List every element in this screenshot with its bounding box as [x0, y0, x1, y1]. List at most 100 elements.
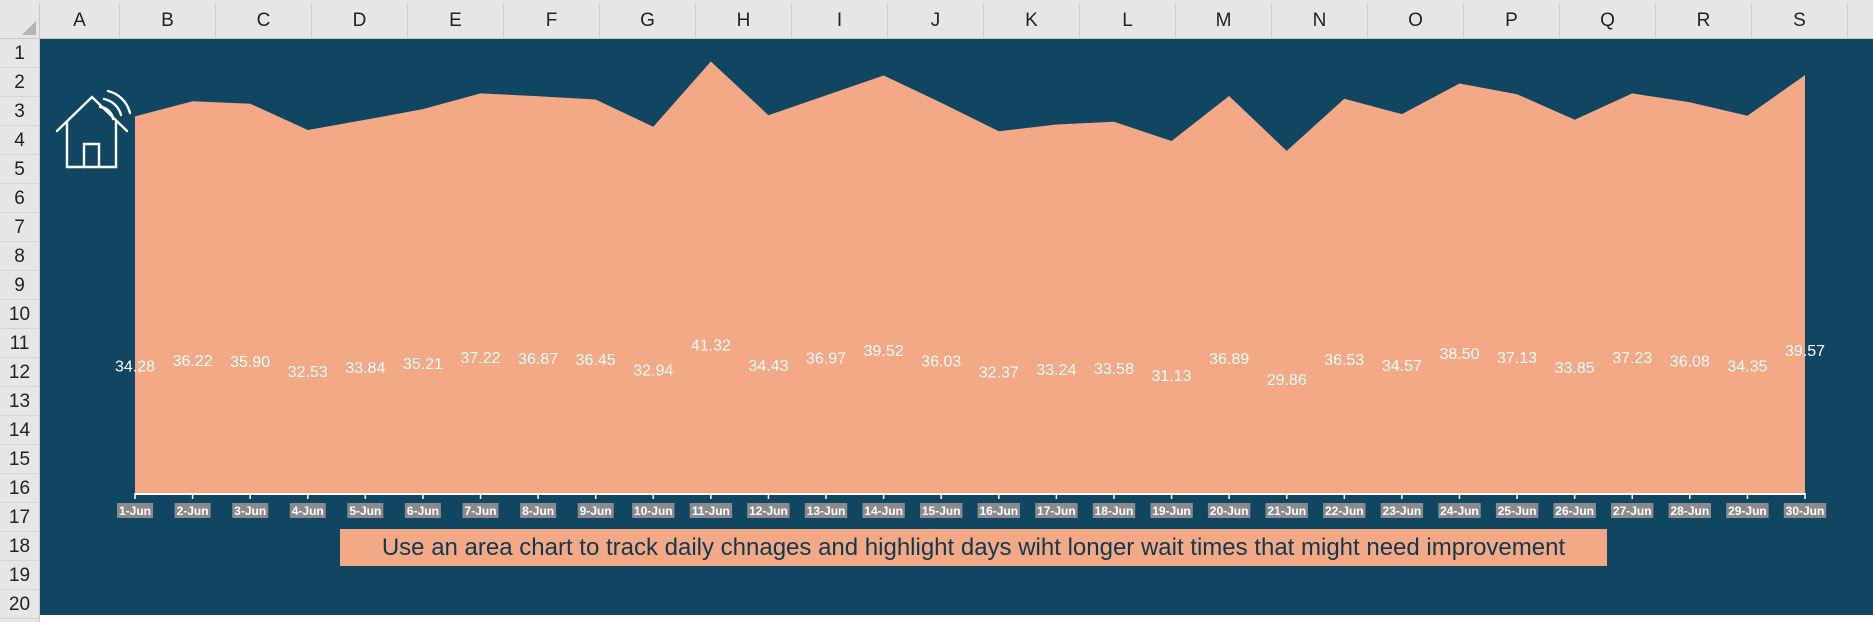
row-header-4[interactable]: 4	[0, 126, 39, 155]
row-header-6[interactable]: 6	[0, 184, 39, 213]
data-label: 32.37	[979, 364, 1019, 381]
x-tick-label-text: 10-Jun	[634, 504, 673, 518]
x-tick-label-text: 17-Jun	[1037, 504, 1076, 518]
column-header-q[interactable]: Q	[1560, 3, 1656, 38]
chart-caption: Use an area chart to track daily chnages…	[340, 529, 1607, 566]
data-label: 31.13	[1152, 368, 1192, 385]
x-tick-label: 23-Jun	[1380, 503, 1424, 518]
column-header-o[interactable]: O	[1368, 3, 1464, 38]
data-label: 36.08	[1670, 353, 1710, 370]
column-header-r[interactable]: R	[1656, 3, 1752, 38]
x-tick-label-bg	[232, 503, 269, 518]
row-header-16[interactable]: 16	[0, 474, 39, 503]
x-tick-label: 15-Jun	[920, 503, 963, 518]
column-header-f[interactable]: F	[504, 3, 600, 38]
x-tick-label: 25-Jun	[1495, 503, 1539, 518]
x-tick-label-text: 26-Jun	[1555, 504, 1594, 518]
data-label: 36.03	[921, 353, 961, 370]
column-header-p[interactable]: P	[1464, 3, 1560, 38]
x-tick-label-text: 2-Jun	[177, 504, 209, 518]
x-tick-label-text: 9-Jun	[580, 504, 612, 518]
x-tick-label-text: 20-Jun	[1210, 504, 1249, 518]
x-tick-label: 17-Jun	[1035, 503, 1078, 518]
column-header-k[interactable]: K	[984, 3, 1080, 38]
data-label: 36.89	[1209, 351, 1249, 368]
row-header-7[interactable]: 7	[0, 213, 39, 242]
data-label: 29.86	[1267, 372, 1307, 389]
row-header-20[interactable]: 20	[0, 590, 39, 619]
row-header-13[interactable]: 13	[0, 387, 39, 416]
data-label: 37.22	[460, 350, 500, 367]
x-tick-label-bg	[1265, 503, 1308, 518]
x-tick-label-text: 13-Jun	[807, 504, 846, 518]
x-tick-label-bg	[747, 503, 790, 518]
x-tick-label: 30-Jun	[1783, 503, 1827, 518]
column-header-j[interactable]: J	[888, 3, 984, 38]
row-header-12[interactable]: 12	[0, 358, 39, 387]
wait-time-area-chart: 34.28 36.22 35.90 32.53 33.84 35.21 37.22 36.87…	[115, 61, 1827, 518]
data-label: 33.24	[1036, 362, 1076, 379]
x-tick-label-bg	[1611, 503, 1654, 518]
x-tick-label: 11-Jun	[689, 503, 733, 518]
data-label: 37.13	[1497, 350, 1537, 367]
row-header-2[interactable]: 2	[0, 68, 39, 97]
column-header-a[interactable]: A	[40, 3, 120, 38]
x-tick-label: 18-Jun	[1092, 503, 1136, 518]
x-tick-label: 22-Jun	[1323, 503, 1366, 518]
select-all-corner[interactable]	[0, 3, 40, 39]
x-tick-label: 16-Jun	[977, 503, 1020, 518]
column-header-e[interactable]: E	[408, 3, 504, 38]
x-tick-label-bg	[1438, 503, 1481, 518]
row-header-11[interactable]: 11	[0, 329, 39, 358]
row-header-18[interactable]: 18	[0, 532, 39, 561]
x-tick-label-bg	[1092, 503, 1136, 518]
column-header-g[interactable]: G	[600, 3, 696, 38]
column-header-l[interactable]: L	[1080, 3, 1176, 38]
x-tick-label: 26-Jun	[1553, 503, 1596, 518]
x-tick-label-bg	[1495, 503, 1539, 518]
x-tick-label-text: 21-Jun	[1267, 504, 1306, 518]
row-header-8[interactable]: 8	[0, 242, 39, 271]
x-tick-label: 10-Jun	[632, 503, 675, 518]
column-header-d[interactable]: D	[312, 3, 408, 38]
x-tick-label: 4-Jun	[289, 503, 326, 518]
data-label: 33.85	[1555, 360, 1595, 377]
column-header-i[interactable]: I	[792, 3, 888, 38]
row-header-3[interactable]: 3	[0, 97, 39, 126]
row-header-5[interactable]: 5	[0, 155, 39, 184]
x-tick-label-text: 14-Jun	[864, 504, 903, 518]
column-header-c[interactable]: C	[216, 3, 312, 38]
data-label: 34.57	[1382, 358, 1422, 375]
x-tick-label-text: 18-Jun	[1095, 504, 1134, 518]
column-header-m[interactable]: M	[1176, 3, 1272, 38]
row-header-10[interactable]: 10	[0, 300, 39, 329]
x-tick-label-text: 25-Jun	[1498, 504, 1537, 518]
x-tick-label: 3-Jun	[232, 503, 269, 518]
row-header-15[interactable]: 15	[0, 445, 39, 474]
row-header-14[interactable]: 14	[0, 416, 39, 445]
data-label: 33.58	[1094, 361, 1134, 378]
row-header-9[interactable]: 9	[0, 271, 39, 300]
column-header-s[interactable]: S	[1752, 3, 1848, 38]
x-tick-label-text: 7-Jun	[465, 504, 497, 518]
x-tick-label-text: 12-Jun	[749, 504, 788, 518]
data-label: 34.43	[748, 358, 788, 375]
x-tick-label-bg	[1323, 503, 1366, 518]
x-tick-label-text: 30-Jun	[1786, 504, 1825, 518]
x-tick-label-text: 27-Jun	[1613, 504, 1652, 518]
column-header-b[interactable]: B	[120, 3, 216, 38]
x-tick-label-bg	[1380, 503, 1424, 518]
row-header-17[interactable]: 17	[0, 503, 39, 532]
data-label: 36.87	[518, 351, 558, 368]
data-label: 39.52	[864, 343, 904, 360]
column-header-n[interactable]: N	[1272, 3, 1368, 38]
x-tick-label-text: 3-Jun	[234, 504, 266, 518]
data-label: 33.84	[345, 360, 385, 377]
data-label: 36.53	[1324, 352, 1364, 369]
wait-time-area-series	[135, 61, 1805, 493]
x-tick-label: 8-Jun	[520, 503, 557, 518]
row-header-1[interactable]: 1	[0, 39, 39, 68]
row-header-19[interactable]: 19	[0, 561, 39, 590]
column-header-h[interactable]: H	[696, 3, 792, 38]
